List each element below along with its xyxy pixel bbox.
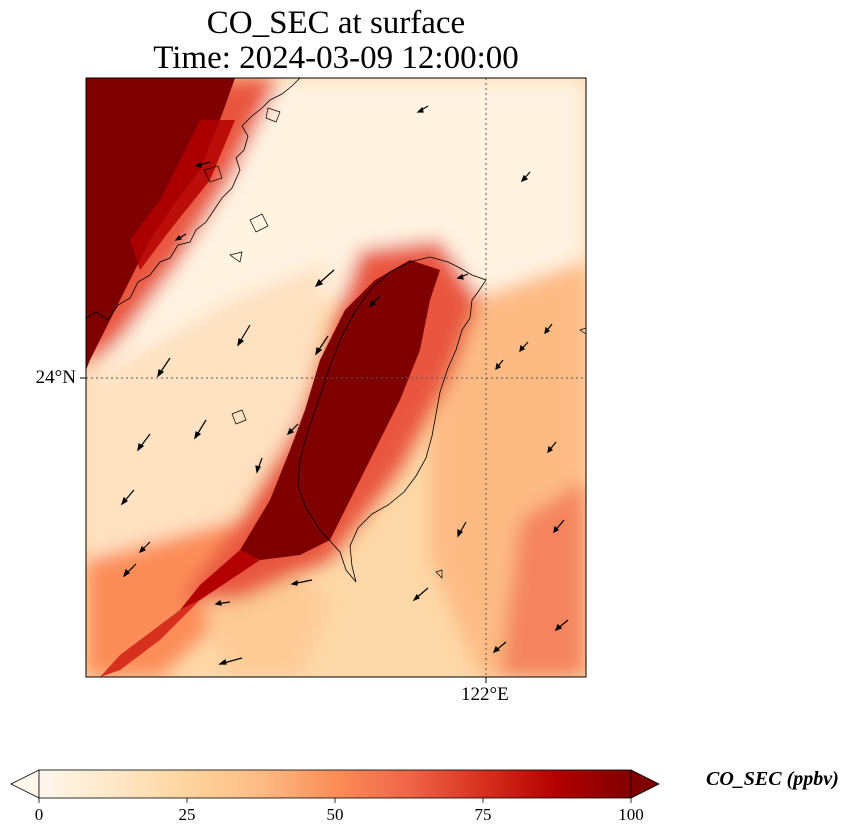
wind-arrow: [122, 563, 137, 578]
colorbar-tick-label: 0: [34, 805, 44, 824]
wind-arrow: [174, 233, 187, 241]
map-title: CO_SEC at surface: [206, 5, 466, 41]
wind-arrow: [237, 324, 251, 347]
wind-arrow: [290, 579, 313, 586]
colorbar-label: CO_SEC (ppbv): [706, 768, 839, 790]
map-panel: [80, 77, 587, 683]
taiwan-plume: [240, 260, 440, 560]
wind-arrow: [218, 657, 243, 665]
colorbar-tick-label: 25: [178, 805, 196, 824]
wind-arrow: [519, 341, 529, 353]
wind-arrow: [520, 171, 531, 183]
wind-arrow: [138, 541, 151, 554]
wind-arrow: [194, 161, 211, 168]
wind-arrow: [456, 273, 469, 280]
lon-tick-label: 122°E: [461, 684, 509, 705]
wind-arrow: [255, 457, 263, 474]
wind-arrow: [495, 359, 504, 371]
wind-arrow: [137, 433, 151, 452]
mainland-coastline: [86, 78, 301, 321]
wind-arrow: [544, 323, 553, 335]
colorbar-tick-label: 50: [326, 805, 344, 824]
wind-arrow: [368, 295, 381, 308]
wind-arrow: [214, 599, 231, 606]
concentration-shading: [86, 78, 586, 677]
taiwan-coastline: [297, 256, 487, 583]
lat-tick-label: 24°N: [35, 367, 76, 388]
map-time-subtitle: Time: 2024-03-09 12:00:00: [153, 40, 519, 76]
wind-arrow: [120, 489, 135, 506]
colorbar-tick-label: 75: [474, 805, 492, 824]
colorbar-max-extend: [630, 769, 660, 799]
wind-arrow: [547, 441, 557, 454]
wind-arrow: [157, 357, 171, 378]
wind-arrow: [457, 521, 467, 538]
wind-arrow: [315, 335, 329, 356]
wind-arrow: [194, 419, 207, 440]
wind-arrow: [553, 519, 565, 534]
colorbar: [10, 769, 660, 803]
colorbar-gradient: [38, 769, 632, 799]
wind-arrow: [492, 641, 507, 654]
wind-vectors: [120, 105, 569, 665]
colorbar-min-extend: [10, 769, 40, 799]
wind-arrow: [314, 269, 335, 288]
wind-arrow: [286, 423, 299, 436]
wind-arrow: [554, 619, 569, 632]
wind-arrow: [412, 587, 429, 602]
colorbar-tick-label: 100: [618, 805, 644, 824]
wind-arrow: [416, 105, 429, 113]
